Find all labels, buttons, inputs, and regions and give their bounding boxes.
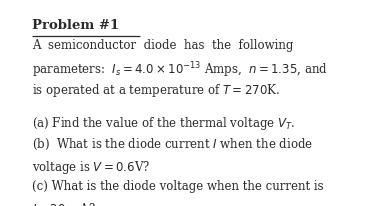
Text: (c) What is the diode voltage when the current is: (c) What is the diode voltage when the c… [32, 180, 323, 193]
Text: parameters:  $I_s = 4.0\times10^{-13}$ Amps,  $n = 1.35$, and: parameters: $I_s = 4.0\times10^{-13}$ Am… [32, 61, 327, 80]
Text: (b)  What is the diode current $I$ when the diode: (b) What is the diode current $I$ when t… [32, 137, 313, 152]
Text: Problem #1: Problem #1 [32, 19, 119, 32]
Text: voltage is $V = 0.6$V?: voltage is $V = 0.6$V? [32, 159, 150, 176]
Text: $I = 20$ mA?: $I = 20$ mA? [32, 202, 95, 206]
Text: is operated at a temperature of $T = 270$K.: is operated at a temperature of $T = 270… [32, 82, 280, 99]
Text: (a) Find the value of the thermal voltage $V_T$.: (a) Find the value of the thermal voltag… [32, 115, 295, 132]
Text: A  semiconductor  diode  has  the  following: A semiconductor diode has the following [32, 39, 293, 52]
